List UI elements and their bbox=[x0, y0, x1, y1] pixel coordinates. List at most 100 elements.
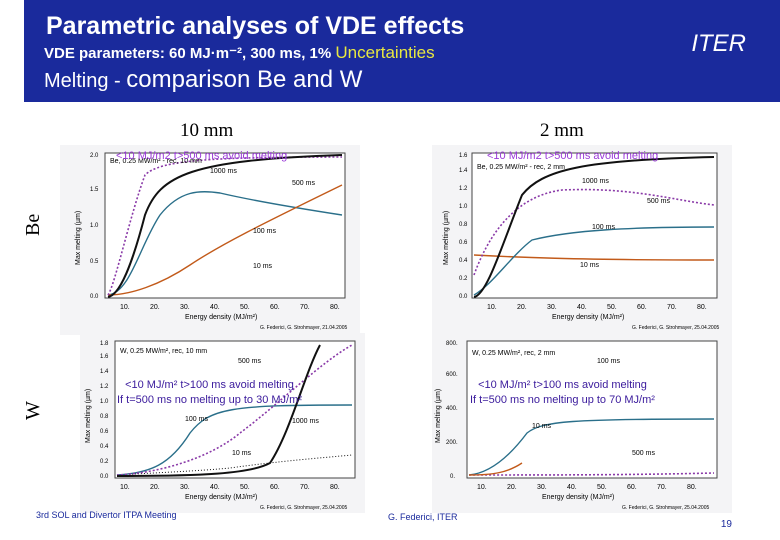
note-w-2mm-line1: <10 MJ/m² t>100 ms avoid melting bbox=[478, 379, 647, 391]
y-tick: 1.0 bbox=[90, 223, 99, 229]
x-tick: 30. bbox=[180, 304, 190, 311]
x-tick: 80. bbox=[330, 304, 340, 311]
subtitle2-main: comparison Be and W bbox=[126, 66, 363, 93]
subtitle-parameters: VDE parameters: 60 MJ·m⁻², 300 ms, 1% bbox=[44, 45, 332, 62]
panel-legend: W, 0.25 MW/m², rec, 10 mm bbox=[120, 348, 207, 355]
slide-subtitle-2: Melting - comparison Be and W bbox=[44, 66, 362, 94]
curve-100ms bbox=[107, 190, 343, 296]
curve-10ms bbox=[468, 462, 523, 476]
y-tick: 0.8 bbox=[100, 414, 109, 420]
label-10ms: 10 ms bbox=[232, 450, 252, 457]
x-tick: 50. bbox=[597, 484, 607, 491]
row-label-w: W bbox=[22, 401, 44, 420]
x-tick: 60. bbox=[270, 484, 280, 491]
label-500ms: 500 ms bbox=[238, 358, 261, 365]
label-10ms: 10 ms bbox=[532, 423, 552, 430]
y-axis-label: Max melting (µm) bbox=[75, 211, 82, 265]
x-tick: 30. bbox=[180, 484, 190, 491]
chart-be-10mm: Be, 0.25 MW/m² - rec, 10 mm 1000 ms 500 … bbox=[60, 145, 360, 335]
x-tick: 60. bbox=[637, 304, 647, 311]
chart-w-2mm: W, 0.25 MW/m², rec, 2 mm 100 ms 10 ms 50… bbox=[432, 333, 732, 513]
x-tick: 20. bbox=[150, 484, 160, 491]
label-500ms: 500 ms bbox=[292, 180, 315, 187]
iter-logo: ITER bbox=[691, 30, 746, 57]
x-axis-label: Energy density (MJ/m²) bbox=[185, 494, 257, 501]
x-tick: 20. bbox=[507, 484, 517, 491]
y-tick: 1.4 bbox=[459, 168, 468, 174]
panel-legend: W, 0.25 MW/m², rec, 2 mm bbox=[472, 350, 555, 357]
note-w-10mm-line1: <10 MJ/m² t>100 ms avoid melting bbox=[125, 379, 294, 391]
x-tick: 50. bbox=[607, 304, 617, 311]
x-axis-label: Energy density (MJ/m²) bbox=[552, 314, 624, 321]
y-ticks: 0.0 0.2 0.4 0.6 0.8 1.0 1.2 1.4 1.6 bbox=[459, 153, 468, 300]
y-tick: 1.5 bbox=[90, 187, 99, 193]
curve-1000ms bbox=[116, 344, 321, 477]
y-tick: 1.6 bbox=[459, 153, 468, 159]
label-10ms: 10 ms bbox=[580, 262, 600, 269]
y-tick: 1.2 bbox=[459, 186, 468, 192]
curve-100ms bbox=[473, 226, 715, 296]
x-tick: 80. bbox=[330, 484, 340, 491]
curve-500ms bbox=[107, 156, 343, 296]
x-tick: 40. bbox=[210, 304, 220, 311]
y-axis-label: Max melting (µm) bbox=[443, 211, 450, 265]
x-tick: 10. bbox=[487, 304, 497, 311]
y-tick: 0.5 bbox=[90, 259, 99, 265]
subtitle2-prefix: Melting - bbox=[44, 70, 121, 92]
label-1000ms: 1000 ms bbox=[582, 178, 609, 185]
x-tick: 10. bbox=[120, 484, 130, 491]
note-w-10mm: <10 MJ/m² t>100 ms avoid melting If t=50… bbox=[117, 378, 302, 408]
x-tick: 70. bbox=[300, 484, 310, 491]
note-w-2mm-line2: If t=500 ms no melting up to 70 MJ/m² bbox=[470, 394, 655, 406]
x-tick: 60. bbox=[627, 484, 637, 491]
footer-author: G. Federici, ITER bbox=[388, 512, 458, 522]
x-tick: 40. bbox=[577, 304, 587, 311]
plot-area bbox=[466, 340, 718, 479]
y-tick: 0.2 bbox=[459, 276, 468, 282]
x-tick: 60. bbox=[270, 304, 280, 311]
note-be-2mm: <10 MJ/m2 t>500 ms avoid melting bbox=[487, 150, 659, 162]
x-tick: 10. bbox=[120, 304, 130, 311]
y-tick: 1.4 bbox=[100, 369, 109, 375]
x-tick: 30. bbox=[537, 484, 547, 491]
column-heading-10mm: 10 mm bbox=[180, 120, 234, 141]
y-tick: 0.0 bbox=[459, 294, 468, 300]
page-number: 19 bbox=[720, 519, 732, 530]
subtitle-uncertainties: Uncertainties bbox=[335, 43, 435, 62]
curve-10ms bbox=[107, 184, 343, 296]
column-heading-2mm: 2 mm bbox=[540, 120, 584, 141]
y-tick: 0.6 bbox=[100, 429, 109, 435]
x-axis-label: Energy density (MJ/m²) bbox=[542, 494, 614, 501]
x-tick: 70. bbox=[657, 484, 667, 491]
y-tick: 400. bbox=[446, 406, 458, 412]
x-tick: 50. bbox=[240, 484, 250, 491]
label-500ms: 500 ms bbox=[632, 450, 655, 457]
y-tick: 0.8 bbox=[459, 222, 468, 228]
x-tick: 20. bbox=[150, 304, 160, 311]
plot-area bbox=[471, 152, 718, 299]
note-w-10mm-line2: If t=500 ms no melting up to 30 MJ/m² bbox=[117, 394, 302, 406]
y-axis-label: Max melting (µm) bbox=[435, 389, 442, 443]
y-tick: 0.6 bbox=[459, 240, 468, 246]
x-ticks: 10. 20. 30. 40. 50. 60. 70. 80. bbox=[120, 484, 340, 491]
slide-title: Parametric analyses of VDE effects bbox=[46, 12, 465, 40]
curve-1000ms bbox=[473, 156, 715, 298]
y-tick: 0.2 bbox=[100, 459, 109, 465]
y-tick: 200. bbox=[446, 440, 458, 446]
footer-meeting: 3rd SOL and Divertor ITPA Meeting bbox=[36, 510, 177, 520]
curve-10ms bbox=[473, 254, 715, 261]
note-be-10mm: <10 MJ/m2 t>500 ms avoid melting bbox=[116, 150, 288, 162]
curve-1000ms bbox=[107, 154, 343, 298]
x-ticks: 10. 20. 30. 40. 50. 60. 70. 80. bbox=[477, 484, 697, 491]
x-ticks: 10. 20. 30. 40. 50. 60. 70. 80. bbox=[120, 304, 340, 311]
chart-be-2mm: Be, 0.25 MW/m² - rec, 2 mm 1000 ms 500 m… bbox=[432, 145, 732, 335]
slide-subtitle: VDE parameters: 60 MJ·m⁻², 300 ms, 1% Un… bbox=[44, 43, 435, 63]
label-1000ms: 1000 ms bbox=[210, 168, 237, 175]
x-tick: 40. bbox=[567, 484, 577, 491]
y-axis-label: Max melting (µm) bbox=[85, 389, 92, 443]
curve-100ms bbox=[116, 404, 353, 476]
y-tick: 0.0 bbox=[100, 474, 109, 480]
y-tick: 1.6 bbox=[100, 354, 109, 360]
x-tick: 40. bbox=[210, 484, 220, 491]
y-ticks: 0.0 0.5 1.0 1.5 2.0 bbox=[90, 153, 99, 300]
